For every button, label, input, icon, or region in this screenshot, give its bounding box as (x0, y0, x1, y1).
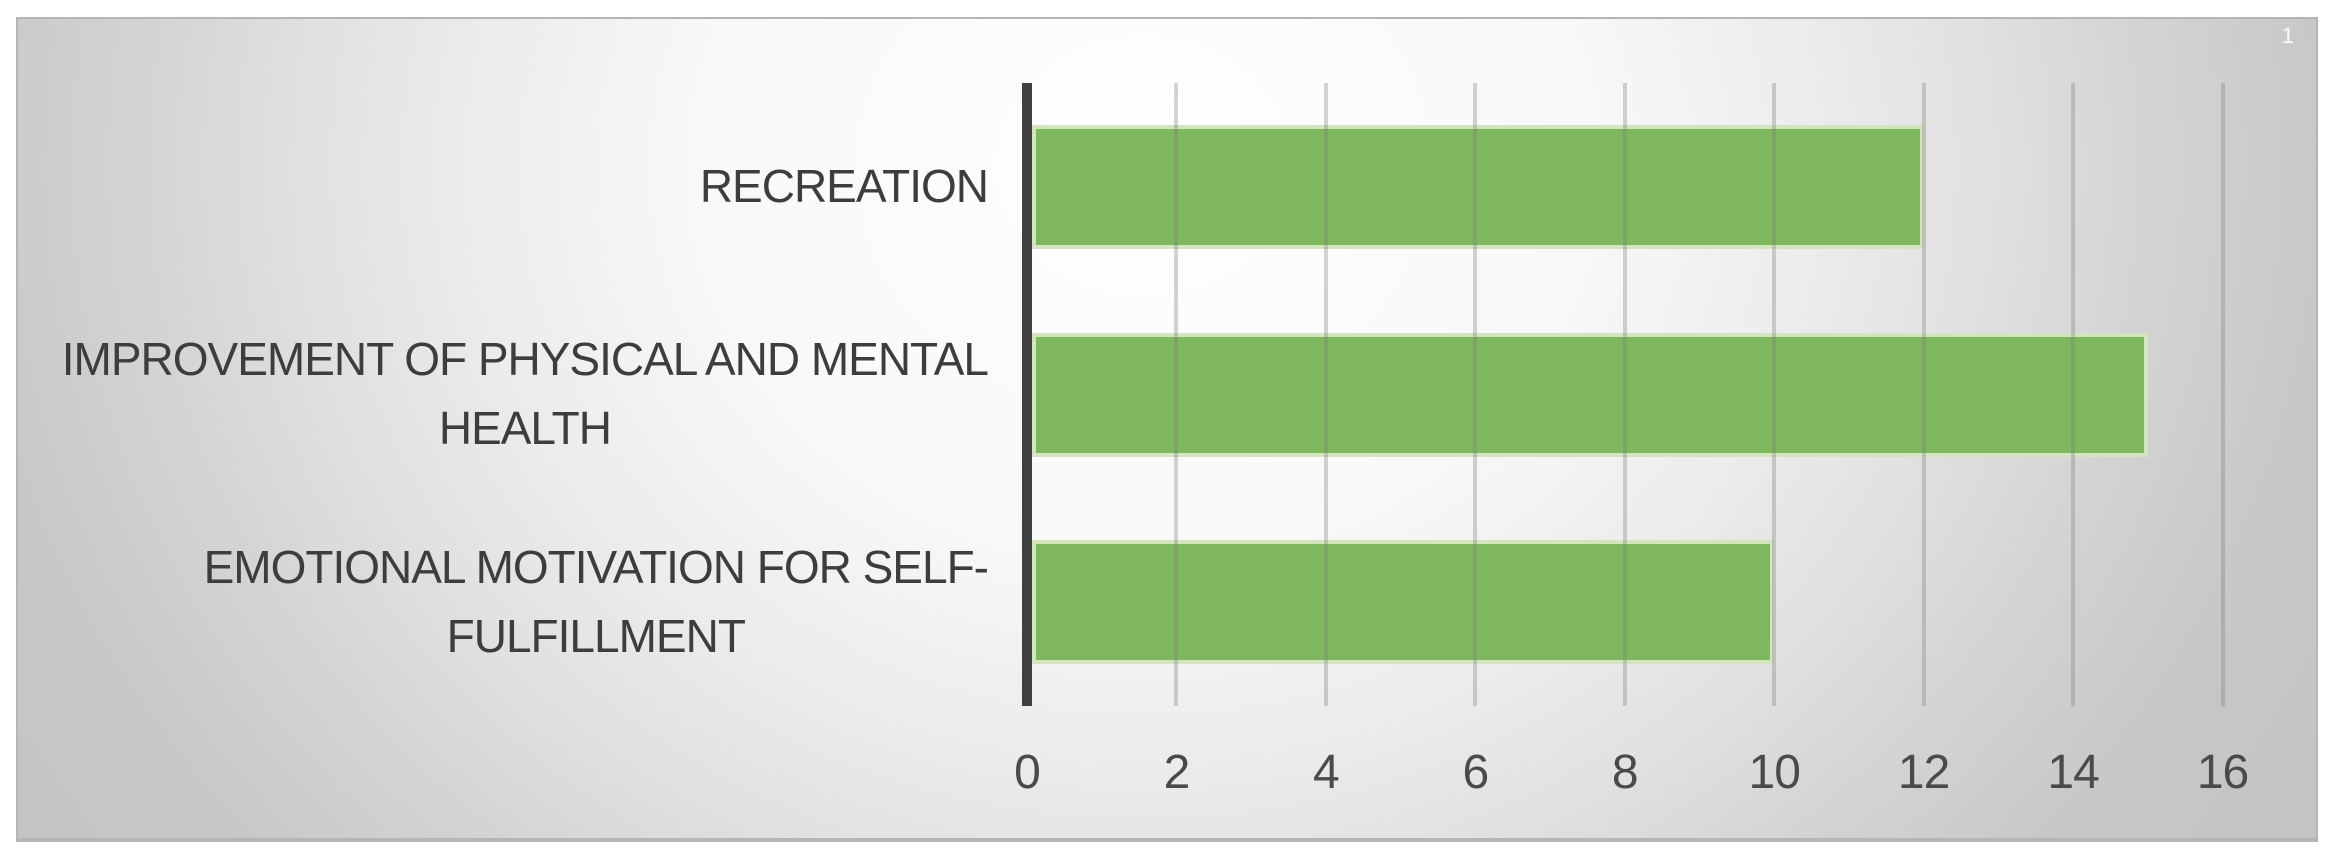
x-tick-label-12: 12 (1897, 746, 1950, 799)
slide-page-number: 1 (2281, 23, 2294, 48)
gridline-16 (2220, 83, 2225, 706)
category-label: EMOTIONAL MOTIVATION FOR SELF- FULFILLMEN… (18, 498, 989, 706)
x-tick-label-4: 4 (1313, 746, 1340, 799)
x-tick-label-16: 16 (2196, 746, 2249, 799)
gridline-10 (1772, 83, 1777, 706)
category-label-text: EMOTIONAL MOTIVATION FOR SELF- FULFILLMEN… (203, 541, 989, 663)
category-label: RECREATION (18, 83, 989, 291)
slide-background: 1 RECREATION IMPROVEMENT OF PHYSICAL AND … (16, 17, 2318, 842)
x-tick-label-2: 2 (1163, 746, 1191, 799)
x-tick-label-0: 0 (1014, 746, 1041, 799)
x-tick-label-8: 8 (1611, 746, 1639, 799)
gridline-2 (1174, 83, 1179, 706)
category-label-text: RECREATION (699, 160, 989, 213)
bar-emotional-motivation-for-self-fulfillment (1032, 540, 1775, 665)
gridline-4 (1323, 83, 1328, 706)
bar-recreation (1032, 124, 1924, 249)
x-tick-label-6: 6 (1462, 746, 1489, 799)
bar-improvement-of-physical-and-mental-health (1032, 332, 2148, 457)
gridline-6 (1473, 83, 1478, 706)
category-axis-line (1022, 83, 1032, 706)
gridline-14 (2071, 83, 2076, 706)
bar-chart: RECREATION IMPROVEMENT OF PHYSICAL AND ME… (18, 19, 2316, 838)
category-label-text: IMPROVEMENT OF PHYSICAL AND MENTAL HEALTH (61, 333, 989, 455)
x-tick-label-14: 14 (2047, 746, 2099, 799)
gridline-8 (1622, 83, 1627, 706)
category-label: IMPROVEMENT OF PHYSICAL AND MENTAL HEALTH (18, 291, 989, 499)
gridline-12 (1921, 83, 1926, 706)
x-tick-label-10: 10 (1748, 746, 1800, 799)
